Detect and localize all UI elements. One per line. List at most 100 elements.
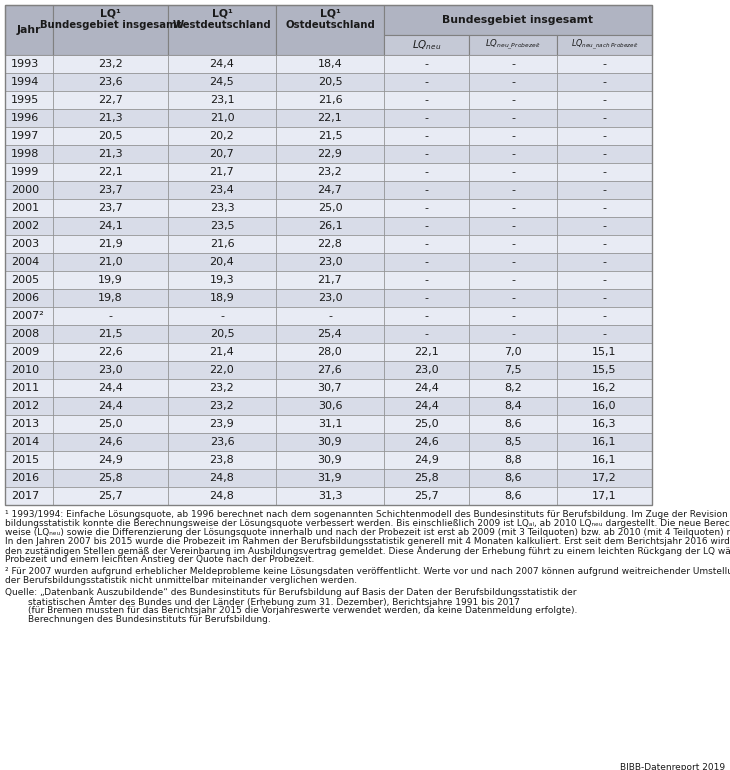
Text: 21,6: 21,6: [210, 239, 234, 249]
Bar: [557, 35, 652, 55]
Text: -: -: [511, 113, 515, 123]
Text: 31,3: 31,3: [318, 491, 342, 501]
Text: 30,6: 30,6: [318, 401, 342, 411]
Text: den zuständigen Stellen gemäß der Vereinbarung im Ausbildungsvertrag gemeldet. D: den zuständigen Stellen gemäß der Verein…: [5, 546, 730, 556]
Text: 23,2: 23,2: [98, 59, 123, 69]
Bar: [53, 433, 168, 451]
Text: 30,7: 30,7: [318, 383, 342, 393]
Bar: [469, 253, 557, 271]
Bar: [557, 397, 652, 415]
Text: Berechnungen des Bundesinstituts für Berufsbildung.: Berechnungen des Bundesinstituts für Ber…: [5, 615, 271, 624]
Bar: [276, 235, 384, 253]
Bar: [276, 289, 384, 307]
Bar: [53, 325, 168, 343]
Text: 1996: 1996: [11, 113, 39, 123]
Bar: [384, 217, 469, 235]
Bar: [557, 217, 652, 235]
Text: 20,5: 20,5: [99, 131, 123, 141]
Text: 23,4: 23,4: [210, 185, 234, 195]
Text: 23,0: 23,0: [318, 257, 342, 267]
Text: 24,4: 24,4: [414, 401, 439, 411]
Text: 16,1: 16,1: [592, 437, 617, 447]
Text: 23,6: 23,6: [99, 77, 123, 87]
Text: -: -: [425, 275, 429, 285]
Text: 20,4: 20,4: [210, 257, 234, 267]
Bar: [276, 451, 384, 469]
Text: 1995: 1995: [11, 95, 39, 105]
Text: -: -: [425, 185, 429, 195]
Text: 18,4: 18,4: [318, 59, 342, 69]
Bar: [5, 217, 53, 235]
Text: -: -: [425, 77, 429, 87]
Text: -: -: [602, 113, 607, 123]
Text: Quelle: „Datenbank Auszubildende“ des Bundesinstituts für Berufsbildung auf Basi: Quelle: „Datenbank Auszubildende“ des Bu…: [5, 588, 577, 597]
Text: -: -: [425, 113, 429, 123]
Bar: [168, 235, 276, 253]
Text: 23,9: 23,9: [210, 419, 234, 429]
Bar: [276, 5, 384, 55]
Bar: [384, 343, 469, 361]
Bar: [557, 145, 652, 163]
Text: Bundesgebiet insgesamt: Bundesgebiet insgesamt: [39, 20, 181, 30]
Text: -: -: [511, 77, 515, 87]
Bar: [557, 199, 652, 217]
Bar: [276, 217, 384, 235]
Bar: [5, 469, 53, 487]
Text: 23,6: 23,6: [210, 437, 234, 447]
Bar: [469, 379, 557, 397]
Text: 22,1: 22,1: [98, 167, 123, 177]
Bar: [168, 5, 276, 55]
Bar: [5, 397, 53, 415]
Text: ¹ 1993/1994: Einfache Lösungsquote, ab 1996 berechnet nach dem sogenannten Schic: ¹ 1993/1994: Einfache Lösungsquote, ab 1…: [5, 510, 730, 519]
Text: 28,0: 28,0: [318, 347, 342, 357]
Bar: [384, 271, 469, 289]
Text: bildungsstatistik konnte die Berechnungsweise der Lösungsquote verbessert werden: bildungsstatistik konnte die Berechnungs…: [5, 519, 730, 528]
Bar: [384, 469, 469, 487]
Bar: [469, 91, 557, 109]
Text: 25,4: 25,4: [318, 329, 342, 339]
Text: 21,7: 21,7: [210, 167, 234, 177]
Text: Ostdeutschland: Ostdeutschland: [285, 20, 375, 30]
Bar: [276, 415, 384, 433]
Bar: [276, 379, 384, 397]
Bar: [168, 127, 276, 145]
Text: 23,7: 23,7: [98, 185, 123, 195]
Bar: [5, 55, 53, 73]
Text: ² Für 2007 wurden aufgrund erheblicher Meldeprobleme keine Lösungsdaten veröffen: ² Für 2007 wurden aufgrund erheblicher M…: [5, 567, 730, 576]
Text: 20,5: 20,5: [210, 329, 234, 339]
Text: -: -: [602, 185, 607, 195]
Text: 2004: 2004: [11, 257, 39, 267]
Text: -: -: [425, 311, 429, 321]
Bar: [5, 127, 53, 145]
Text: -: -: [511, 311, 515, 321]
Text: 22,1: 22,1: [318, 113, 342, 123]
Bar: [53, 451, 168, 469]
Text: -: -: [511, 167, 515, 177]
Bar: [384, 55, 469, 73]
Bar: [168, 289, 276, 307]
Text: 22,6: 22,6: [98, 347, 123, 357]
Text: -: -: [425, 203, 429, 213]
Text: LQ¹: LQ¹: [320, 8, 340, 18]
Text: 25,0: 25,0: [318, 203, 342, 213]
Bar: [53, 217, 168, 235]
Bar: [168, 217, 276, 235]
Text: 21,4: 21,4: [210, 347, 234, 357]
Text: 2003: 2003: [11, 239, 39, 249]
Text: -: -: [602, 203, 607, 213]
Text: 16,3: 16,3: [592, 419, 617, 429]
Bar: [5, 5, 53, 55]
Bar: [384, 379, 469, 397]
Bar: [276, 55, 384, 73]
Bar: [557, 379, 652, 397]
Bar: [5, 73, 53, 91]
Text: 27,6: 27,6: [318, 365, 342, 375]
Bar: [5, 379, 53, 397]
Text: 2014: 2014: [11, 437, 39, 447]
Text: Bundesgebiet insgesamt: Bundesgebiet insgesamt: [442, 15, 593, 25]
Text: $LQ_{neu\_Probezeit}$: $LQ_{neu\_Probezeit}$: [485, 38, 541, 52]
Bar: [384, 307, 469, 325]
Bar: [557, 127, 652, 145]
Text: 19,3: 19,3: [210, 275, 234, 285]
Text: 23,2: 23,2: [318, 167, 342, 177]
